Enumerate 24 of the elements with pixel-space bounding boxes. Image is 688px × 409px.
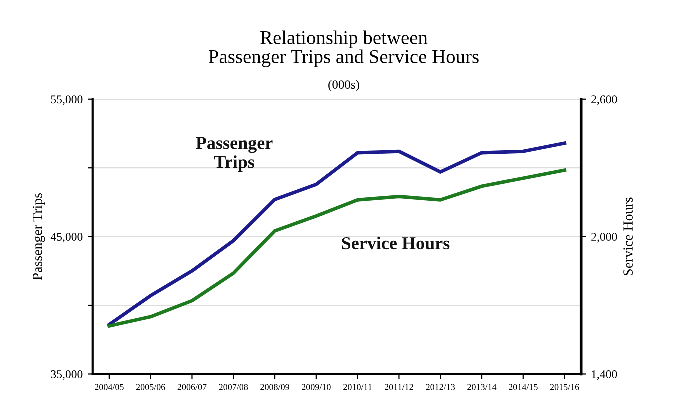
x-tick-label: 2007/08 <box>219 384 248 390</box>
x-tick-label: 2011/12 <box>384 384 414 390</box>
chart-title: Relationship between Passenger Trips and Service Hours <box>208 30 479 68</box>
x-tick-label: 2008/09 <box>260 384 290 390</box>
y2-tick-label: 1,400 <box>592 370 618 380</box>
x-tick-label: 2004/05 <box>95 384 124 390</box>
y2-axis-title: Service Hours <box>624 198 633 276</box>
y-axis-title: Passenger Trips <box>32 194 46 280</box>
x-tick-label: 2013/14 <box>468 384 497 390</box>
y-tick-label: 35,000 <box>51 370 83 380</box>
x-tick-label: 2012/13 <box>426 384 456 390</box>
series-label: Passenger Trips <box>196 137 273 172</box>
y-tick-label: 55,000 <box>51 96 83 106</box>
y-tick-label: 45,000 <box>50 233 83 243</box>
x-tick-label: 2014/15 <box>509 384 538 390</box>
x-tick-label: 2010/11 <box>344 384 372 390</box>
y2-tick-label: 2,600 <box>592 96 618 106</box>
x-tick-label: 2015/16 <box>550 384 580 390</box>
x-tick-label: 2009/10 <box>302 384 331 390</box>
x-tick-label: 2006/07 <box>178 384 207 390</box>
series-label: Service Hours <box>342 236 450 250</box>
x-tick-label: 2005/06 <box>136 384 166 390</box>
y2-tick-label: 2,000 <box>592 233 618 243</box>
chart-subtitle: (000s) <box>328 80 360 92</box>
